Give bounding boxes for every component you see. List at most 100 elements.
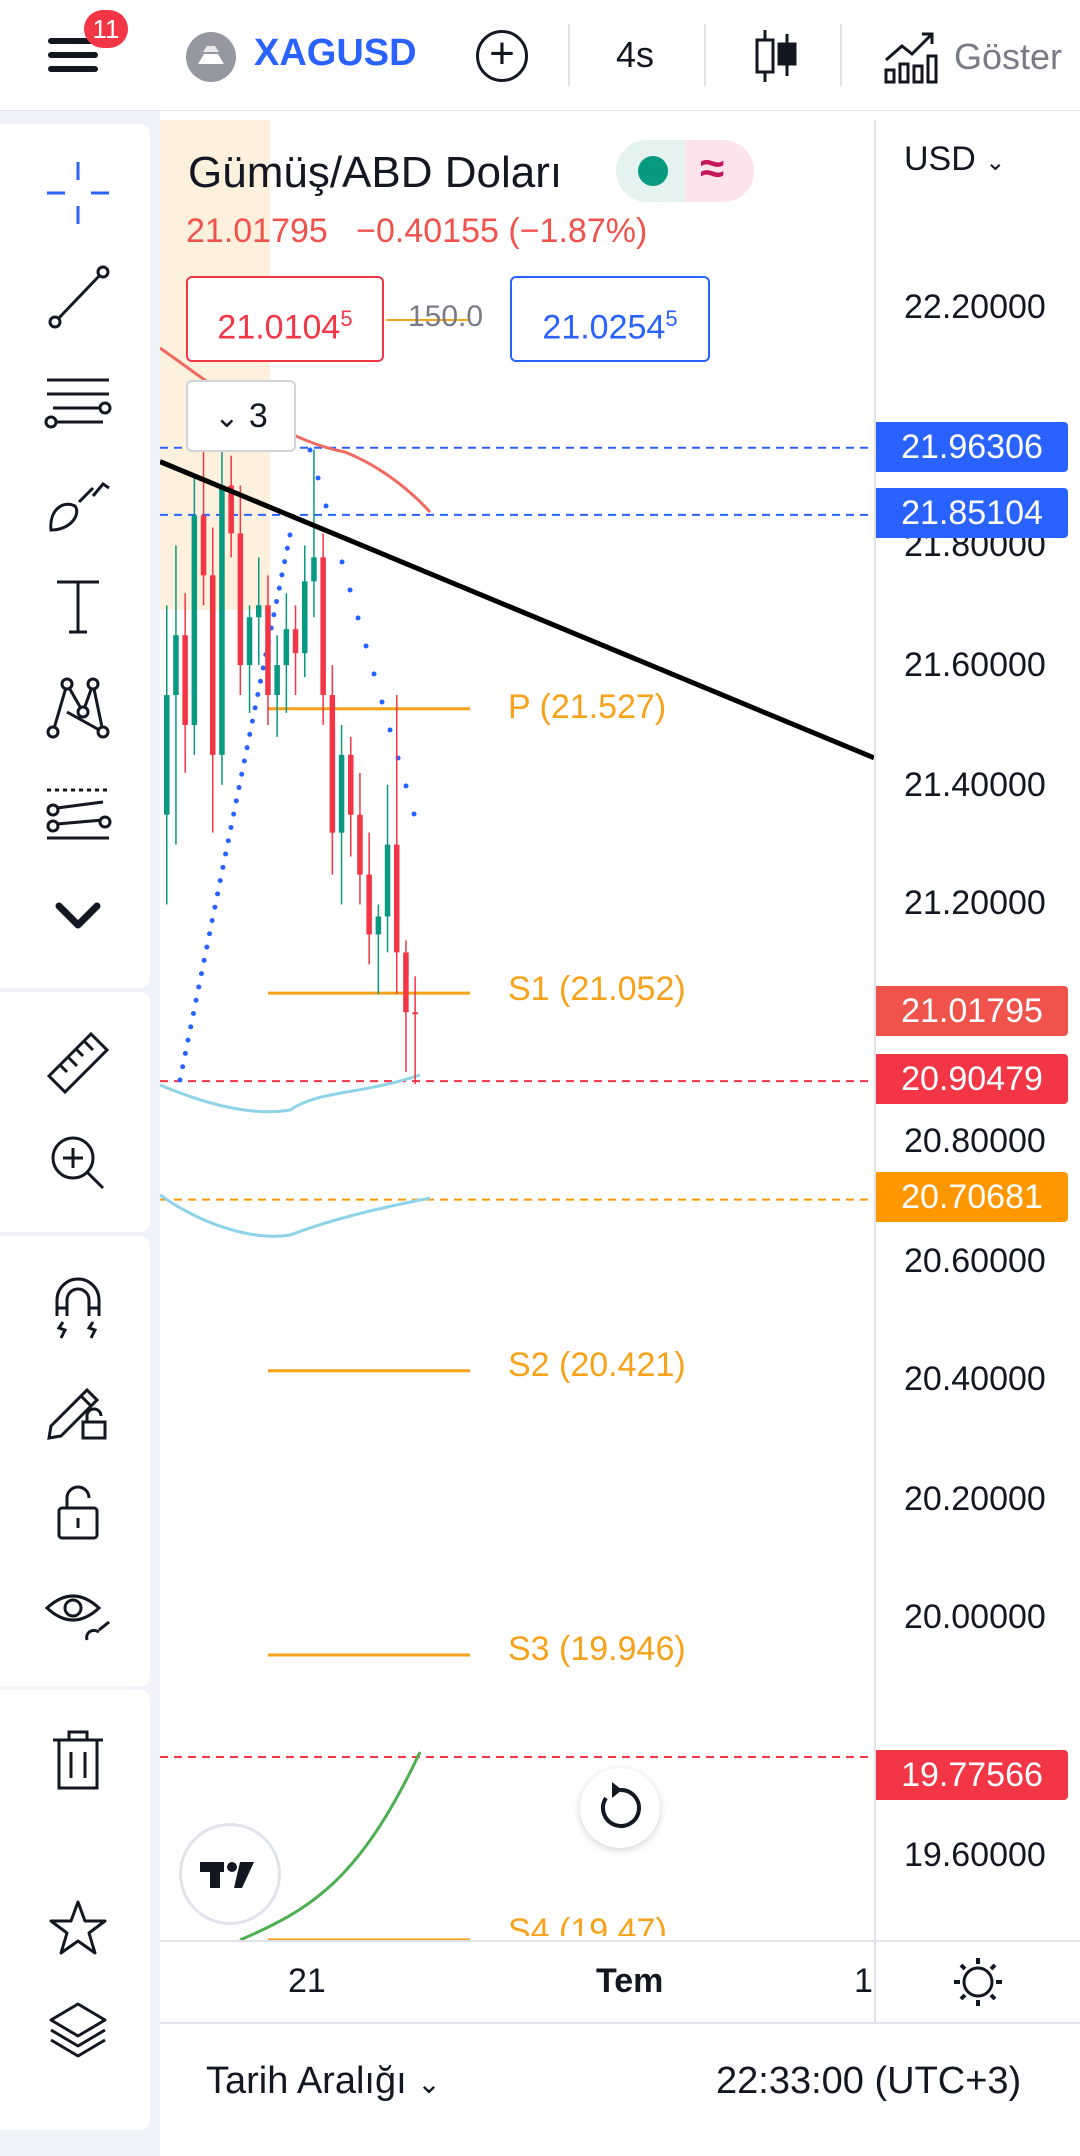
candle-body xyxy=(320,557,326,696)
symbol-name[interactable]: XAGUSD xyxy=(254,32,417,74)
date-range-button[interactable]: Tarih Aralığı ⌄ xyxy=(206,2060,441,2103)
last-price: 21.01795 xyxy=(186,212,328,250)
sar-dot xyxy=(284,545,290,551)
pivot-label-s2: S2 (20.421) xyxy=(508,1346,686,1384)
trash-icon[interactable] xyxy=(38,1724,118,1794)
legend-symbol-title[interactable]: Gümüş/ABD Doları xyxy=(188,148,563,197)
candles-icon[interactable] xyxy=(752,26,800,86)
sar-dot xyxy=(212,904,218,910)
sar-dot xyxy=(233,798,239,804)
plus-circle-icon[interactable]: + xyxy=(476,30,528,82)
chart-time[interactable]: 22:33:00 (UTC+3) xyxy=(716,2060,1022,2102)
price-tick: 22.20000 xyxy=(904,288,1046,326)
candle-body xyxy=(403,952,409,1013)
lock-icon[interactable] xyxy=(38,1476,118,1546)
lock-drawing-icon[interactable] xyxy=(38,1374,118,1444)
sar-dot xyxy=(201,957,207,963)
candle-body xyxy=(173,635,179,696)
last-price-label: 21.01795 xyxy=(876,986,1068,1036)
collapse-indicators-button[interactable]: ⌄ 3 xyxy=(186,380,296,452)
price-label: 20.90479 xyxy=(876,1054,1068,1104)
market-status-pill[interactable]: ≈ xyxy=(616,140,754,202)
candle-body xyxy=(366,874,372,935)
indicators-button-label[interactable]: Göster xyxy=(954,36,1063,77)
sar-dot xyxy=(257,678,263,684)
sar-dot xyxy=(276,585,282,591)
chevron-down-icon[interactable] xyxy=(38,880,118,950)
trend-line-icon[interactable] xyxy=(38,262,118,332)
chart-canvas[interactable] xyxy=(160,120,874,1940)
pivot-label-p: P (21.527) xyxy=(508,688,667,726)
candle-body xyxy=(200,515,207,576)
prediction-icon[interactable] xyxy=(38,776,118,846)
sar-dot xyxy=(323,503,329,509)
eye-icon[interactable] xyxy=(38,1578,118,1648)
candle-body xyxy=(348,754,354,815)
currency-selector[interactable]: USD ⌄ xyxy=(904,140,1005,179)
time-axis[interactable]: 21 Tem 1 xyxy=(160,1940,874,2022)
sar-dot xyxy=(355,615,361,621)
legend-values: 21.01795 −0.40155 (−1.87%) xyxy=(186,212,647,251)
sar-dot xyxy=(182,1050,188,1056)
time-tick: 1 xyxy=(854,1962,873,2000)
sell-button[interactable]: 21.01045 xyxy=(186,276,384,362)
layers-icon[interactable] xyxy=(38,1996,118,2066)
reset-chart-icon[interactable] xyxy=(580,1768,660,1848)
magnet-icon[interactable] xyxy=(38,1272,118,1342)
chevron-down-icon: ⌄ xyxy=(214,401,240,434)
sar-dot xyxy=(244,745,250,751)
sar-dot xyxy=(236,785,242,791)
sar-dot xyxy=(239,771,245,777)
candle-body xyxy=(237,533,244,666)
price-tick: 20.20000 xyxy=(904,1480,1046,1518)
price-tick: 20.80000 xyxy=(904,1122,1046,1160)
chart-up-icon[interactable] xyxy=(880,26,940,91)
candle-body xyxy=(191,515,198,725)
candle-body xyxy=(219,485,225,755)
sar-dot xyxy=(339,559,345,565)
ruler-icon[interactable] xyxy=(38,1026,118,1096)
candle-body xyxy=(375,916,382,935)
silver-logo-icon[interactable] xyxy=(186,32,236,82)
fib-icon[interactable] xyxy=(38,366,118,436)
chevron-down-icon: ⌄ xyxy=(985,149,1006,176)
band-line xyxy=(160,1073,421,1114)
tradingview-logo[interactable] xyxy=(182,1826,278,1922)
zoom-in-icon[interactable] xyxy=(38,1128,118,1198)
sar-dot xyxy=(231,811,237,817)
pattern-icon[interactable] xyxy=(38,672,118,742)
menu-icon[interactable] xyxy=(40,30,110,80)
candle-body xyxy=(384,844,391,917)
ask-price: 21.0254 xyxy=(542,308,666,347)
sar-dot xyxy=(217,878,223,884)
sar-dot xyxy=(282,559,288,565)
price-change: −0.40155 xyxy=(356,212,499,250)
sar-dot xyxy=(287,532,293,538)
price-axis[interactable]: USD ⌄ 22.20000 21.80000 21.60000 21.4000… xyxy=(874,120,1080,1940)
session-highlight xyxy=(160,120,270,610)
crosshair-icon[interactable] xyxy=(38,158,118,228)
sar-dot xyxy=(188,1024,194,1030)
sar-dot xyxy=(177,1077,183,1083)
price-tick: 20.60000 xyxy=(904,1242,1046,1280)
interval-button[interactable]: 4s xyxy=(616,34,655,75)
candle-body xyxy=(182,635,188,725)
candle-body xyxy=(256,605,262,618)
price-label: 21.85104 xyxy=(876,488,1068,538)
sar-dot xyxy=(371,671,377,677)
sar-dot xyxy=(315,475,321,481)
price-change-pct: (−1.87%) xyxy=(508,212,648,250)
star-icon[interactable] xyxy=(38,1894,118,1964)
text-icon[interactable] xyxy=(38,570,118,640)
sar-dot xyxy=(209,917,215,923)
candle-body xyxy=(412,1012,418,1015)
price-tick: 21.20000 xyxy=(904,884,1046,922)
brush-icon[interactable] xyxy=(38,470,118,540)
sar-dot xyxy=(225,838,231,844)
buy-button[interactable]: 21.02545 xyxy=(510,276,710,362)
measure-tools-panel xyxy=(0,992,150,1232)
sar-dot xyxy=(228,824,234,830)
price-tick: 21.60000 xyxy=(904,646,1046,684)
chart-settings-button[interactable] xyxy=(874,1940,1080,2022)
sar-dot xyxy=(347,587,353,593)
